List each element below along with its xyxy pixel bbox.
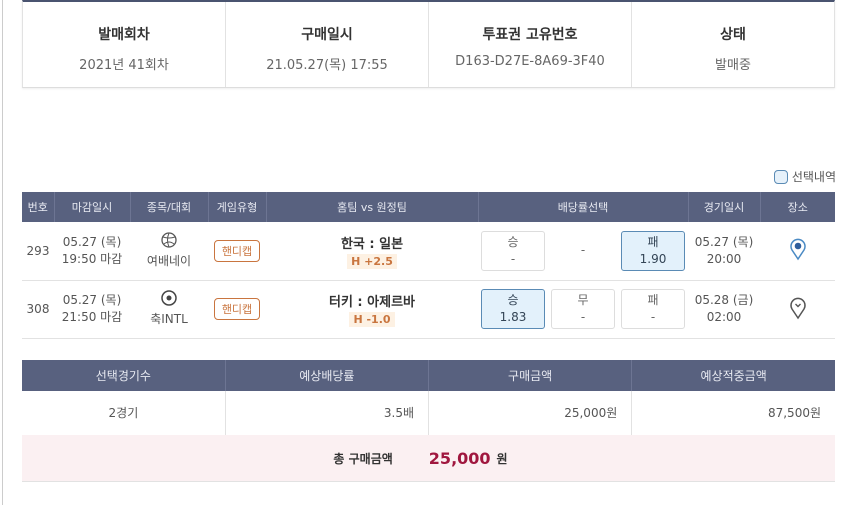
venue[interactable] — [760, 280, 835, 339]
info-purchase-date: 구매일시 21.05.27(목) 17:55 — [226, 2, 429, 87]
soccer-ball-icon — [161, 290, 177, 306]
table-row: 293 05.27 (목) 19:50 마감 여배네이 핸디캡 한국 : 일본 H … — [22, 222, 835, 281]
purchase-amount: 25,000원 — [427, 391, 632, 436]
total-label: 총 구매금액 — [333, 451, 393, 466]
game-date: 05.27 (목) — [694, 234, 754, 249]
map-pin-down-icon[interactable] — [789, 296, 807, 320]
volleyball-icon — [161, 232, 177, 248]
odds-label: 승 — [507, 293, 519, 307]
col-expected-odds: 예상배당률 — [224, 360, 429, 391]
close-date: 05.27 (목) — [62, 293, 122, 307]
left-border — [2, 0, 3, 505]
legend-label: 선택내역 — [791, 170, 836, 184]
game-datetime: 05.27 (목) 20:00 — [688, 222, 760, 281]
team-names: 터키 : 아제르바 — [328, 295, 415, 310]
summary-header: 선택경기수 예상배당률 구매금액 예상적중금액 — [22, 360, 835, 391]
close-hour: 19:50 마감 — [61, 251, 123, 266]
game-date: 05.28 (금) — [694, 293, 754, 307]
game-datetime: 05.28 (금) 02:00 — [688, 280, 760, 339]
odds: 승- - 패 1.90 — [478, 222, 688, 281]
odds-win-button[interactable]: 승 1.83 — [481, 289, 545, 329]
close-hour: 21:50 마감 — [61, 310, 123, 324]
selection-legend: 선택내역 — [773, 168, 836, 185]
team-names: 한국 : 일본 — [340, 236, 404, 252]
info-label: 구매일시 — [301, 27, 353, 43]
summary-row: 2경기 3.5배 25,000원 87,500원 — [22, 391, 835, 436]
total-purchase-row: 총 구매금액 25,000 원 — [22, 435, 835, 482]
odds-label: 무 — [577, 293, 589, 307]
odds: 승 1.83 무- 패- — [478, 280, 688, 339]
info-value: D163-D27E-8A69-3F40 — [455, 54, 605, 69]
odds-label: 패 — [647, 293, 659, 307]
type-badge: 핸디캡 — [213, 239, 261, 262]
info-label: 상태 — [720, 27, 746, 43]
col-number: 번호 — [22, 192, 54, 222]
odds-label: 승 — [507, 234, 519, 249]
map-pin-star-icon[interactable] — [789, 237, 807, 261]
col-close: 마감일시 — [53, 192, 130, 222]
odds-draw-button[interactable]: 무- — [551, 289, 615, 329]
close-date: 05.27 (목) — [62, 234, 122, 249]
col-type: 게임유형 — [207, 192, 266, 222]
games-table: 번호 마감일시 종목/대회 게임유형 홈팀 vs 원정팀 배당률선택 경기일시 … — [22, 192, 835, 339]
game-type: 핸디캡 — [208, 222, 266, 281]
game-number: 308 — [22, 280, 54, 339]
odds-value: 1.90 — [639, 251, 667, 266]
teams: 터키 : 아제르바 H -1.0 — [266, 280, 478, 339]
col-odds: 배당률선택 — [477, 192, 688, 222]
sport: 축INTL — [130, 280, 208, 339]
col-venue: 장소 — [759, 192, 835, 222]
odds-win-button[interactable]: 승- — [481, 230, 545, 271]
info-value: 2021년 41회차 — [79, 58, 169, 73]
info-value: 21.05.27(목) 17:55 — [266, 58, 388, 73]
teams: 한국 : 일본 H +2.5 — [266, 222, 478, 281]
total-amount: 25,000 — [428, 448, 491, 468]
handicap-value: H -1.0 — [349, 312, 395, 327]
expected-odds: 3.5배 — [224, 391, 429, 436]
info-label: 발매회차 — [98, 27, 150, 43]
odds-draw: - — [551, 230, 615, 271]
odds-value: - — [580, 310, 586, 324]
col-sport: 종목/대회 — [129, 192, 208, 222]
odds-label: 패 — [647, 234, 659, 249]
odds-value: 1.83 — [499, 310, 527, 324]
col-purchase-amount: 구매금액 — [427, 360, 632, 391]
odds-value: - — [650, 310, 656, 324]
info-ticket-id: 투표권 고유번호 D163-D27E-8A69-3F40 — [429, 2, 632, 87]
col-game-date: 경기일시 — [687, 192, 760, 222]
odds-lose-button[interactable]: 패 1.90 — [621, 230, 685, 271]
col-teams: 홈팀 vs 원정팀 — [265, 192, 478, 222]
table-header: 번호 마감일시 종목/대회 게임유형 홈팀 vs 원정팀 배당률선택 경기일시 … — [22, 192, 835, 222]
col-selected-count: 선택경기수 — [22, 360, 226, 391]
game-time: 02:00 — [706, 310, 742, 324]
close-time: 05.27 (목) 19:50 마감 — [54, 222, 130, 281]
expected-payout: 87,500원 — [631, 391, 835, 436]
odds-value: - — [580, 242, 586, 257]
info-label: 투표권 고유번호 — [482, 27, 578, 43]
handicap-value: H +2.5 — [347, 253, 397, 269]
summary-table: 선택경기수 예상배당률 구매금액 예상적중금액 2경기 3.5배 25,000원… — [22, 360, 835, 436]
ticket-info-card: 발매회차 2021년 41회차 구매일시 21.05.27(목) 17:55 투표권… — [22, 0, 835, 88]
close-time: 05.27 (목) 21:50 마감 — [54, 280, 130, 339]
league: 축INTL — [150, 312, 188, 326]
total-unit: 원 — [496, 451, 508, 466]
league: 여배네이 — [146, 253, 192, 268]
odds-value: - — [510, 251, 516, 266]
game-time: 20:00 — [706, 251, 742, 266]
info-round: 발매회차 2021년 41회차 — [23, 2, 226, 87]
game-number: 293 — [22, 222, 54, 281]
odds-lose-button[interactable]: 패- — [621, 289, 685, 329]
legend-swatch-icon — [773, 169, 788, 184]
selected-count: 2경기 — [22, 391, 226, 436]
sport: 여배네이 — [130, 222, 208, 281]
col-expected-payout: 예상적중금액 — [631, 360, 835, 391]
table-row: 308 05.27 (목) 21:50 마감 축INTL 핸디캡 터키 : 아제르… — [22, 280, 835, 339]
venue[interactable] — [760, 222, 835, 281]
info-value: 발매중 — [715, 58, 751, 73]
game-type: 핸디캡 — [208, 280, 266, 339]
type-badge: 핸디캡 — [213, 298, 261, 320]
